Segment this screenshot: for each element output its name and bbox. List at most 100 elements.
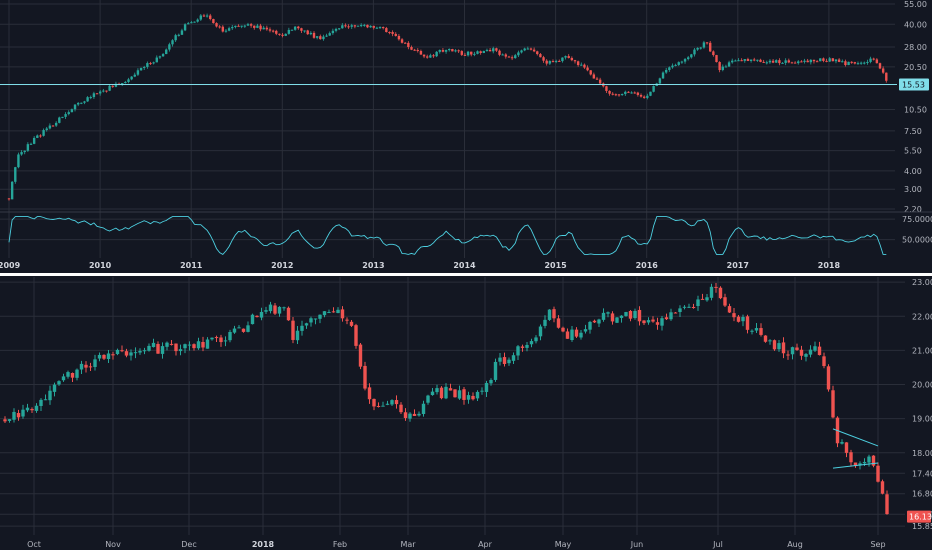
- bottom-price-grid: [0, 277, 905, 535]
- top-candle-body: [120, 83, 124, 85]
- bottom-candle-body: [219, 337, 223, 343]
- top-candle-body: [611, 93, 614, 95]
- top-candle-body: [347, 26, 350, 28]
- top-price-tick-label: 10.50: [904, 105, 927, 114]
- top-last-price-label: 15.53: [902, 81, 925, 90]
- top-candle-body: [114, 83, 118, 87]
- bottom-candle-body: [453, 389, 457, 398]
- bottom-candle-body: [223, 340, 228, 342]
- bottom-candle-body: [763, 335, 768, 342]
- bottom-candle-body: [345, 319, 349, 321]
- bottom-candle-body: [250, 314, 255, 325]
- bottom-candle-body: [660, 318, 664, 326]
- top-candle-body: [809, 59, 813, 63]
- top-candle-body: [715, 55, 718, 63]
- top-candle-body: [319, 36, 322, 40]
- bottom-candle-body: [736, 316, 741, 322]
- bottom-candle-body: [606, 312, 610, 314]
- top-candle-body: [624, 91, 627, 95]
- top-candle-body: [300, 28, 303, 31]
- top-candle-body: [312, 32, 316, 38]
- bottom-time-tick-label: 2018: [252, 540, 275, 549]
- bottom-candle-body: [790, 347, 795, 355]
- bottom-candle-body: [493, 361, 498, 380]
- bottom-candle-body: [804, 354, 808, 357]
- top-candle-body: [315, 36, 319, 38]
- bottom-candle-body: [808, 349, 813, 355]
- bottom-candle-body: [687, 306, 691, 308]
- top-candle-body: [293, 26, 297, 30]
- top-candle-body: [155, 57, 158, 63]
- bottom-price-candles: [3, 283, 889, 515]
- bottom-time-tick-label: Dec: [181, 540, 196, 549]
- bottom-candle-body: [147, 345, 151, 351]
- bottom-price-tick-label: 18.00: [912, 449, 932, 458]
- top-candle-body: [271, 30, 275, 32]
- bottom-candle-body: [264, 310, 268, 312]
- top-candle-body: [479, 51, 482, 53]
- bottom-candle-body: [570, 329, 574, 340]
- top-candle-body: [639, 94, 643, 97]
- top-candle-body: [583, 64, 586, 68]
- top-candle-body: [488, 49, 492, 52]
- top-candle-body: [636, 92, 640, 95]
- top-candle-body: [526, 48, 530, 50]
- top-candle-body: [686, 57, 690, 60]
- top-price-tick-label: 40.00: [904, 20, 927, 29]
- top-candle-body: [372, 25, 375, 28]
- bottom-candle-body: [696, 299, 700, 307]
- bottom-candle-body: [3, 419, 7, 422]
- bottom-candle-body: [376, 405, 381, 407]
- top-candle-body: [762, 61, 765, 63]
- bottom-candle-body: [885, 494, 889, 515]
- bottom-time-tick-label: Feb: [333, 540, 347, 549]
- top-candle-body: [881, 68, 885, 73]
- bottom-candle-body: [880, 481, 885, 494]
- bottom-candle-body: [844, 442, 849, 453]
- top-time-tick-label: 2015: [544, 261, 567, 270]
- top-candle-body: [42, 130, 45, 136]
- bottom-candle-body: [88, 366, 93, 368]
- bottom-candle-body: [462, 389, 466, 400]
- top-candle-body: [95, 93, 99, 95]
- top-candle-body: [39, 135, 42, 137]
- top-candle-body: [863, 62, 866, 64]
- top-candle-body: [375, 27, 379, 29]
- top-candle-body: [215, 23, 218, 27]
- top-candle-body: [529, 48, 533, 50]
- bottom-last-price-tag: 16.13: [907, 510, 932, 523]
- bottom-candle-body: [547, 309, 552, 320]
- top-time-tick-label: 2017: [727, 261, 749, 270]
- bottom-candle-body: [174, 343, 178, 352]
- top-candle-body: [598, 79, 602, 84]
- top-candle-body: [127, 79, 130, 82]
- top-candle-body: [80, 102, 83, 104]
- top-candle-body: [221, 26, 225, 32]
- top-candle-body: [67, 112, 70, 115]
- wedge-trendlines: [832, 428, 879, 469]
- top-candle-body: [10, 181, 14, 200]
- bottom-candle-body: [138, 350, 142, 353]
- top-candle-body: [253, 25, 256, 28]
- bottom-candle-body: [304, 323, 309, 326]
- bottom-candle-body: [421, 403, 426, 414]
- bottom-candle-body: [588, 321, 592, 330]
- top-candle-body: [756, 59, 759, 61]
- top-candle-body: [105, 90, 108, 92]
- bottom-candle-body: [561, 327, 565, 332]
- bottom-price-tick-label: 23.00: [912, 278, 932, 287]
- bottom-candle-body: [673, 312, 678, 314]
- top-candle-body: [451, 48, 454, 52]
- top-candle-body: [281, 34, 284, 36]
- top-candle-body: [454, 50, 457, 52]
- bottom-candle-body: [651, 319, 655, 322]
- top-candle-body: [268, 29, 272, 31]
- bottom-candle-body: [637, 309, 642, 322]
- top-time-tick-label: 2011: [180, 261, 203, 270]
- bottom-time-tick-label: Jun: [630, 540, 644, 549]
- bottom-candle-body: [106, 353, 111, 360]
- top-candle-body: [209, 15, 212, 20]
- top-candle-body: [130, 76, 133, 80]
- top-candle-body: [734, 60, 737, 62]
- bottom-candle-body: [142, 350, 147, 352]
